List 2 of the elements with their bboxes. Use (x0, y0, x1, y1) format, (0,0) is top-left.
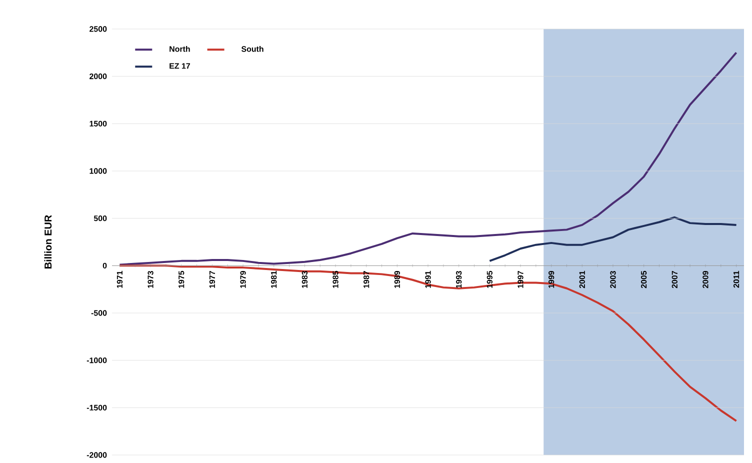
line-series (488, 216, 738, 262)
y-axis-title: Billion EUR (44, 215, 52, 268)
